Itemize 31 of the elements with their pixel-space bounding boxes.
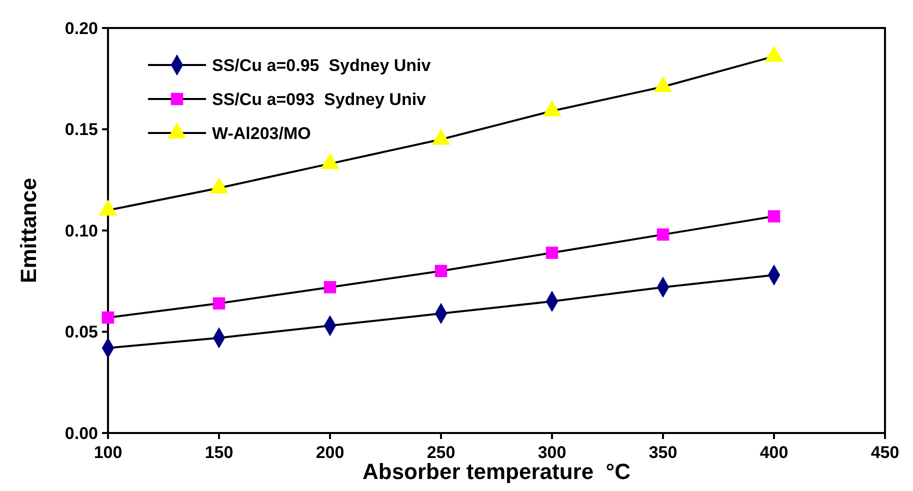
point [542, 100, 562, 116]
x-tick-label: 150 [204, 443, 234, 462]
y-tick-label: 0.05 [64, 322, 98, 342]
point [102, 311, 114, 324]
y-axis-title: Emittance [16, 178, 41, 284]
point [98, 200, 118, 216]
y-tick-label: 0.10 [64, 221, 98, 240]
point [212, 297, 226, 310]
x-tick-label: 450 [870, 443, 900, 462]
point [320, 152, 340, 170]
x-tick-label: 350 [648, 443, 678, 462]
point [546, 246, 558, 259]
x-tick-label: 300 [538, 443, 566, 462]
point [654, 76, 672, 92]
point [434, 264, 448, 278]
x-tick-label: 100 [94, 443, 122, 462]
y-tick-label: 0.15 [64, 120, 98, 140]
x-tick-label: 200 [316, 443, 344, 462]
x-tick-label: 400 [760, 443, 788, 462]
point [656, 228, 670, 241]
legend-label: SS/Cu a=093 Sydney Univ [212, 90, 427, 109]
point [210, 177, 228, 194]
point [764, 46, 784, 62]
point [768, 210, 780, 222]
y-tick-label: 0.00 [64, 424, 98, 443]
point [324, 281, 336, 294]
point [432, 128, 450, 145]
legend-label: SS/Cu a=0.95 Sydney Univ [212, 56, 432, 75]
legend-label: W-Al203/MO [212, 124, 311, 143]
y-tick-label: 0.20 [64, 18, 98, 38]
x-tick-label: 250 [426, 443, 456, 462]
